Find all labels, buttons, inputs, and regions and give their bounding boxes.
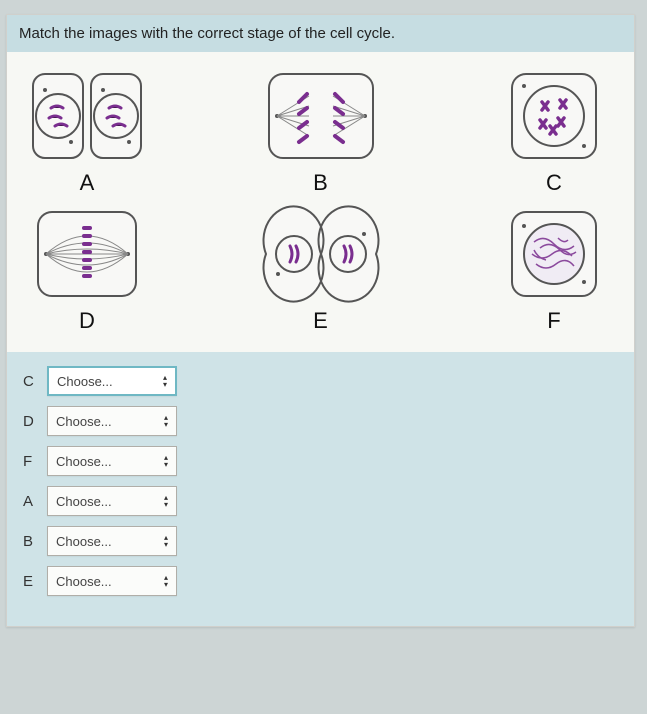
- answer-row: D Choose... ▴ ▾: [23, 406, 618, 436]
- stage-select[interactable]: Choose... ▴ ▾: [47, 406, 177, 436]
- quiz-panel: Match the images with the correct stage …: [6, 14, 635, 627]
- figure-label: B: [313, 170, 328, 196]
- figure-label: C: [546, 170, 562, 196]
- select-placeholder: Choose...: [56, 494, 112, 509]
- select-placeholder: Choose...: [56, 414, 112, 429]
- stage-select[interactable]: Choose... ▴ ▾: [47, 566, 177, 596]
- answer-letter: B: [23, 533, 47, 550]
- stage-select[interactable]: Choose... ▴ ▾: [47, 526, 177, 556]
- images-area: A B: [7, 52, 634, 352]
- answer-letter: C: [23, 373, 47, 390]
- stage-select[interactable]: Choose... ▴ ▾: [47, 446, 177, 476]
- question-text: Match the images with the correct stage …: [7, 15, 634, 52]
- updown-icon: ▴ ▾: [163, 374, 167, 388]
- figure-d: D: [17, 204, 157, 334]
- figure-f: F: [484, 204, 624, 334]
- select-placeholder: Choose...: [56, 454, 112, 469]
- figure-e: E: [251, 204, 391, 334]
- figure-label: A: [80, 170, 95, 196]
- figure-label: D: [79, 308, 95, 334]
- updown-icon: ▴ ▾: [164, 454, 168, 468]
- stage-select[interactable]: Choose... ▴ ▾: [47, 366, 177, 396]
- select-placeholder: Choose...: [56, 534, 112, 549]
- answer-row: C Choose... ▴ ▾: [23, 366, 618, 396]
- select-placeholder: Choose...: [56, 574, 112, 589]
- answers-area: CChoose...▴ ▾DChoose...▴ ▾FChoose...▴ ▾A…: [7, 352, 634, 626]
- stage-select[interactable]: Choose... ▴ ▾: [47, 486, 177, 516]
- updown-icon: ▴ ▾: [164, 494, 168, 508]
- figure-label: E: [313, 308, 328, 334]
- updown-icon: ▴ ▾: [164, 534, 168, 548]
- figure-c: C: [484, 66, 624, 196]
- select-placeholder: Choose...: [57, 374, 113, 389]
- answer-letter: D: [23, 413, 47, 430]
- answer-row: F Choose... ▴ ▾: [23, 446, 618, 476]
- image-row-2: D E: [17, 204, 624, 334]
- answer-row: A Choose... ▴ ▾: [23, 486, 618, 516]
- figure-a: A: [17, 66, 157, 196]
- answer-letter: F: [23, 453, 47, 470]
- updown-icon: ▴ ▾: [164, 574, 168, 588]
- answer-letter: E: [23, 573, 47, 590]
- updown-icon: ▴ ▾: [164, 414, 168, 428]
- figure-label: F: [547, 308, 560, 334]
- answer-row: B Choose... ▴ ▾: [23, 526, 618, 556]
- answer-row: E Choose... ▴ ▾: [23, 566, 618, 596]
- figure-b: B: [251, 66, 391, 196]
- image-row-1: A B: [17, 66, 624, 196]
- answer-letter: A: [23, 493, 47, 510]
